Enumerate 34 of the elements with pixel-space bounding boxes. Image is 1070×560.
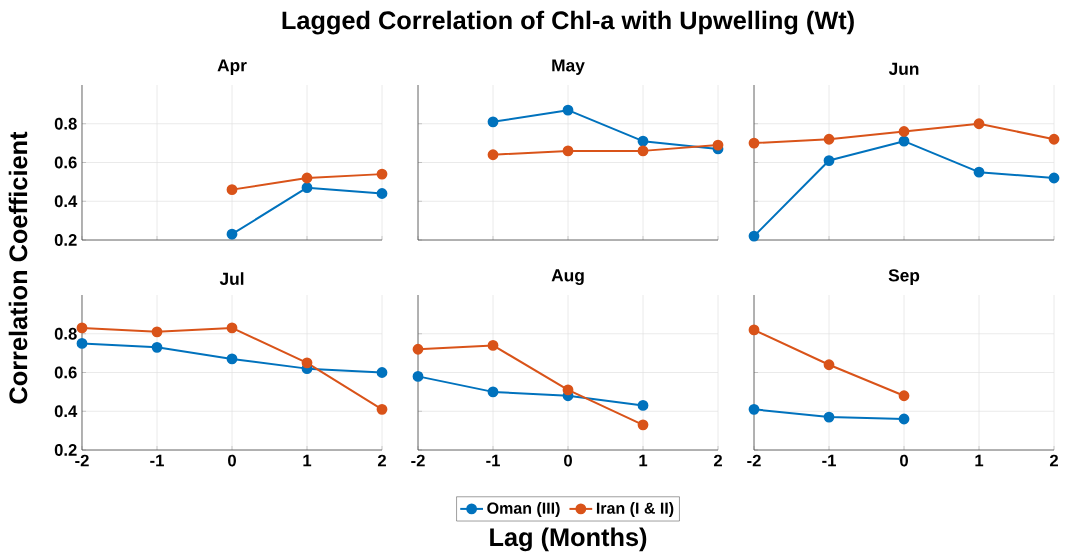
y-axis-title: Correlation Coefficient xyxy=(8,131,28,404)
text: Lagged Correlation of Chl-a with Upwelling (Wt) xyxy=(282,10,854,35)
x-tick-label: 2 xyxy=(713,454,722,467)
legend-label: Iran (I & II) xyxy=(596,502,674,518)
x-tick-label: -1 xyxy=(822,454,836,467)
x-tick-label: -2 xyxy=(411,454,425,467)
chart-title: Apr xyxy=(217,59,247,75)
y-tick-label: 0.2 xyxy=(54,444,77,456)
chart-title: Jun xyxy=(888,62,919,75)
x-tick-label: 2 xyxy=(377,454,386,467)
x-tick-label: 1 xyxy=(975,454,984,467)
y-tick-label: 0.8 xyxy=(54,117,77,130)
chart-title: May xyxy=(552,59,585,75)
y-tick-label: 0.6 xyxy=(54,156,77,169)
x-tick-label: 0 xyxy=(564,454,572,467)
x-tick-label: 0 xyxy=(228,454,236,467)
y-tick-label: 0.8 xyxy=(54,327,77,340)
chart-title: Jul xyxy=(219,272,244,285)
y-tick-label: 0.4 xyxy=(54,195,78,208)
legend-label: Oman (III) xyxy=(487,502,560,518)
x-tick-label: 0 xyxy=(900,454,908,467)
y-tick-label: 0.4 xyxy=(54,405,78,418)
y-tick-label: 0.6 xyxy=(54,366,77,379)
x-tick-label: -1 xyxy=(150,454,164,467)
x-tick-label: -2 xyxy=(747,454,761,467)
x-tick-label: -1 xyxy=(486,454,500,467)
x-tick-label: 1 xyxy=(639,454,648,467)
x-tick-label: 1 xyxy=(303,454,312,467)
chart-title: Sep xyxy=(888,269,920,285)
x-tick-label: -2 xyxy=(75,454,89,467)
chart-title: Aug xyxy=(551,269,584,285)
y-tick-label: 0.2 xyxy=(54,234,77,246)
x-axis-title: Lag (Months) xyxy=(490,527,647,552)
x-tick-label: 2 xyxy=(1049,454,1058,467)
